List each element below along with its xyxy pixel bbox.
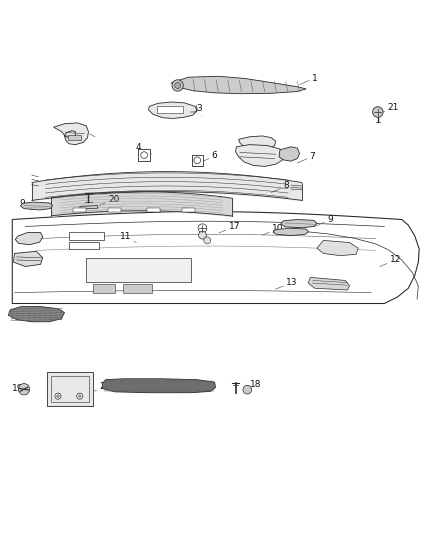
Text: 22: 22 xyxy=(91,382,111,393)
Circle shape xyxy=(55,393,61,399)
Text: 18: 18 xyxy=(245,381,262,391)
Text: 6: 6 xyxy=(201,151,218,162)
FancyBboxPatch shape xyxy=(86,258,191,282)
Text: 21: 21 xyxy=(380,103,399,114)
Bar xyxy=(69,232,104,239)
Polygon shape xyxy=(281,220,317,228)
Bar xyxy=(69,242,99,249)
Polygon shape xyxy=(21,202,53,210)
Circle shape xyxy=(77,393,83,399)
Text: 10: 10 xyxy=(262,224,283,235)
Polygon shape xyxy=(15,232,43,245)
Circle shape xyxy=(204,237,211,244)
Text: 12: 12 xyxy=(380,255,401,266)
Circle shape xyxy=(18,384,30,395)
Circle shape xyxy=(373,107,383,117)
FancyBboxPatch shape xyxy=(191,155,203,166)
Polygon shape xyxy=(273,228,309,236)
Text: 19: 19 xyxy=(12,384,27,394)
Polygon shape xyxy=(80,206,98,209)
Circle shape xyxy=(172,80,184,91)
Bar xyxy=(67,135,81,140)
Text: 3: 3 xyxy=(197,104,202,116)
Polygon shape xyxy=(148,102,197,118)
Polygon shape xyxy=(8,306,64,322)
Polygon shape xyxy=(239,136,276,151)
Polygon shape xyxy=(102,379,215,393)
Circle shape xyxy=(175,83,181,88)
Polygon shape xyxy=(308,277,350,290)
Bar xyxy=(123,284,152,294)
Text: 1: 1 xyxy=(300,74,318,85)
Polygon shape xyxy=(279,147,300,161)
Polygon shape xyxy=(12,212,419,303)
Text: 7: 7 xyxy=(297,152,315,163)
Text: 9: 9 xyxy=(315,215,333,227)
Bar xyxy=(93,284,116,294)
Polygon shape xyxy=(171,76,306,94)
Polygon shape xyxy=(317,240,358,256)
Text: 8: 8 xyxy=(271,181,290,192)
Text: 17: 17 xyxy=(219,222,240,233)
FancyBboxPatch shape xyxy=(138,149,150,161)
Text: 4: 4 xyxy=(136,143,152,154)
FancyBboxPatch shape xyxy=(47,372,93,406)
Text: 11: 11 xyxy=(120,231,136,243)
Polygon shape xyxy=(53,123,88,144)
Bar xyxy=(73,208,86,212)
Bar xyxy=(147,208,160,212)
Circle shape xyxy=(78,395,81,398)
Bar xyxy=(108,208,121,212)
Text: 9: 9 xyxy=(19,199,32,210)
Text: 20: 20 xyxy=(99,195,120,206)
Bar xyxy=(182,208,195,212)
Text: 5: 5 xyxy=(81,126,95,137)
Text: 15: 15 xyxy=(22,307,45,318)
Circle shape xyxy=(198,224,207,232)
Circle shape xyxy=(243,385,252,394)
Bar xyxy=(157,107,184,113)
Polygon shape xyxy=(236,144,284,166)
Text: 13: 13 xyxy=(276,278,298,289)
Polygon shape xyxy=(14,251,43,266)
Circle shape xyxy=(57,395,59,398)
Circle shape xyxy=(198,231,206,239)
Text: 16: 16 xyxy=(182,382,199,393)
